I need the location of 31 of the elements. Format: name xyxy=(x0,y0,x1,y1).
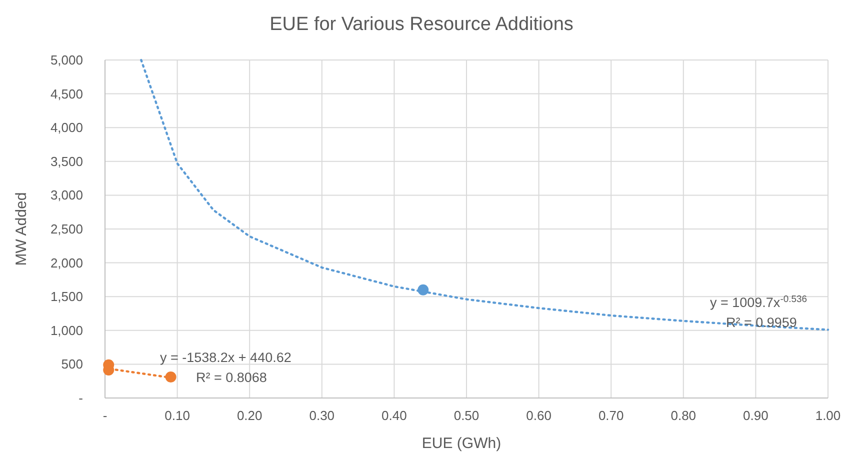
y-tick-label: 1,000 xyxy=(50,322,83,338)
line-series xyxy=(140,58,830,331)
x-tick-label: 0.60 xyxy=(526,408,552,423)
x-tick-label: 1.00 xyxy=(815,408,841,423)
y-tick-label: 2,500 xyxy=(50,222,83,236)
x-axis-title: EUE (GWh) xyxy=(422,435,502,452)
chart-title: EUE for Various Resource Additions xyxy=(270,14,574,35)
x-tick-label: 0.40 xyxy=(382,408,407,423)
x-tick-label: 0.90 xyxy=(743,408,768,423)
x-tick-label: 0.30 xyxy=(309,408,335,423)
y-tick-label: - xyxy=(78,390,83,406)
y-tick-label: 500 xyxy=(61,356,83,372)
y-tick-label: 2,000 xyxy=(50,255,83,270)
x-tick-label: 0.80 xyxy=(670,408,696,423)
y-tick-label: 4,000 xyxy=(50,120,83,136)
x-tick-label: 0.50 xyxy=(454,408,480,423)
y-axis-title: MW Added xyxy=(13,192,30,266)
y-tick-label: 4,500 xyxy=(50,86,83,102)
point xyxy=(418,284,429,296)
y-tick-label: 1,500 xyxy=(50,289,83,304)
annotation: R² = 0.8068 xyxy=(196,370,267,385)
x-tick-label: 0.10 xyxy=(164,408,190,423)
annotation: y = 1009.7x$^{-0.536}$ xyxy=(710,294,807,310)
y-tick-label: 3,000 xyxy=(50,188,83,203)
x-tick-label: 0.20 xyxy=(236,408,262,423)
y-tick-label: 3,500 xyxy=(50,154,83,169)
y-tick-label: 5,000 xyxy=(50,52,83,68)
x-tick-label: - xyxy=(102,408,108,423)
x-tick-label: 0.70 xyxy=(598,408,624,423)
point xyxy=(165,372,176,383)
annotation: y = -1538.2x + 440.62 xyxy=(160,350,292,365)
